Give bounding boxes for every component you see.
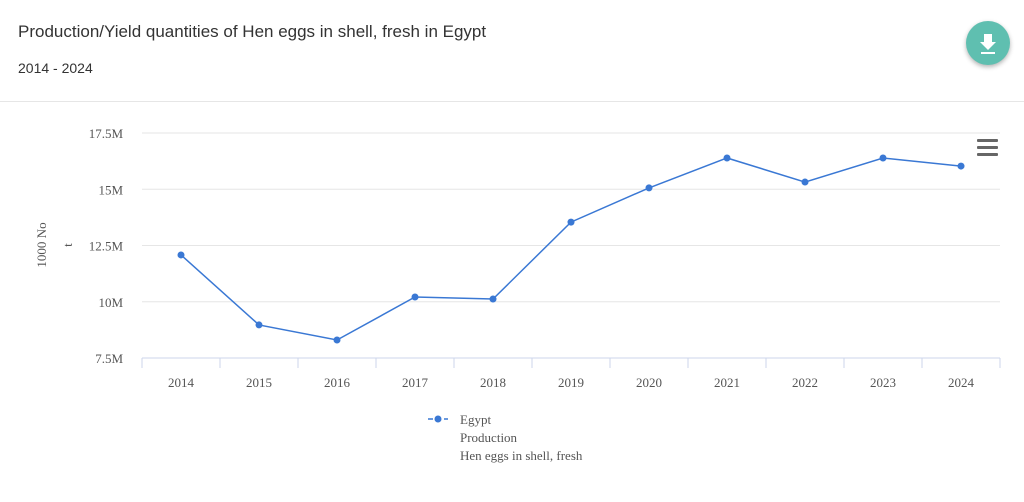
- y-tick-label: 12.5M: [89, 239, 124, 254]
- data-point: [567, 218, 575, 226]
- data-point: [879, 154, 887, 162]
- x-tick-label: 2020: [636, 375, 662, 390]
- y-axis-label: 1000 No: [34, 222, 49, 267]
- x-tick-label: 2021: [714, 375, 740, 390]
- y-tick-label: 10M: [98, 295, 123, 310]
- x-tick-label: 2024: [948, 375, 975, 390]
- data-point: [645, 184, 653, 192]
- data-point: [957, 162, 965, 170]
- series-line-egypt: [180, 157, 962, 341]
- y-tick-label: 15M: [98, 182, 123, 197]
- y-tick-label: 17.5M: [89, 126, 124, 141]
- x-tick-label: 2018: [480, 375, 506, 390]
- data-point: [801, 178, 809, 186]
- data-point: [489, 295, 497, 303]
- download-icon: [980, 34, 996, 54]
- legend-label-country: Egypt: [460, 412, 491, 427]
- x-tick-label: 2016: [324, 375, 351, 390]
- x-tick-label: 2014: [168, 375, 195, 390]
- chart-title: Production/Yield quantities of Hen eggs …: [18, 22, 487, 41]
- legend-label-item: Hen eggs in shell, fresh: [460, 448, 583, 463]
- y-axis-label-unit: t: [60, 243, 75, 247]
- x-tick-label: 2015: [246, 375, 272, 390]
- hamburger-menu-icon[interactable]: [977, 139, 998, 156]
- x-tick-label: 2017: [402, 375, 429, 390]
- x-tick-label: 2023: [870, 375, 896, 390]
- data-point: [255, 321, 263, 329]
- data-point: [723, 154, 731, 162]
- data-point: [411, 293, 419, 301]
- legend-marker: [434, 415, 442, 423]
- header-divider: [0, 101, 1024, 102]
- download-button[interactable]: [966, 21, 1010, 65]
- data-point: [333, 336, 341, 344]
- y-tick-label: 7.5M: [95, 351, 123, 366]
- legend-item-egypt[interactable]: Egypt Production Hen eggs in shell, fres…: [428, 412, 583, 463]
- x-tick-label: 2022: [792, 375, 818, 390]
- data-point: [177, 251, 185, 259]
- legend-label-element: Production: [460, 430, 518, 445]
- chart-subtitle: 2014 - 2024: [18, 60, 93, 76]
- x-tick-label: 2019: [558, 375, 584, 390]
